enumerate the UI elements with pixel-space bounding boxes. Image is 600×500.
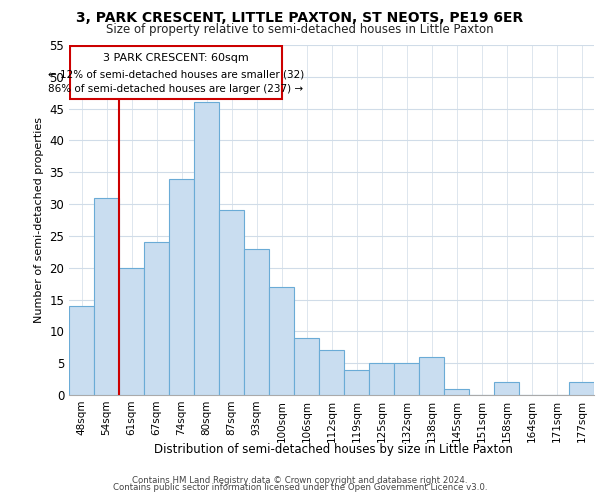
Bar — [219, 210, 244, 395]
Bar — [269, 287, 294, 395]
Bar — [119, 268, 144, 395]
Bar — [69, 306, 94, 395]
Bar — [394, 363, 419, 395]
Bar — [169, 178, 194, 395]
Bar — [494, 382, 519, 395]
Bar — [444, 388, 469, 395]
Bar — [144, 242, 169, 395]
Bar — [94, 198, 119, 395]
Bar — [419, 357, 444, 395]
Text: Contains HM Land Registry data © Crown copyright and database right 2024.: Contains HM Land Registry data © Crown c… — [132, 476, 468, 485]
Text: Size of property relative to semi-detached houses in Little Paxton: Size of property relative to semi-detach… — [106, 22, 494, 36]
Bar — [194, 102, 219, 395]
Bar — [369, 363, 394, 395]
Bar — [70, 46, 281, 99]
Y-axis label: Number of semi-detached properties: Number of semi-detached properties — [34, 117, 44, 323]
Text: 86% of semi-detached houses are larger (237) →: 86% of semi-detached houses are larger (… — [49, 84, 304, 94]
Bar — [344, 370, 369, 395]
Bar — [294, 338, 319, 395]
Text: 3, PARK CRESCENT, LITTLE PAXTON, ST NEOTS, PE19 6ER: 3, PARK CRESCENT, LITTLE PAXTON, ST NEOT… — [76, 11, 524, 25]
Text: 3 PARK CRESCENT: 60sqm: 3 PARK CRESCENT: 60sqm — [103, 52, 249, 62]
Bar — [319, 350, 344, 395]
Bar — [244, 248, 269, 395]
Text: Distribution of semi-detached houses by size in Little Paxton: Distribution of semi-detached houses by … — [154, 442, 512, 456]
Text: ← 12% of semi-detached houses are smaller (32): ← 12% of semi-detached houses are smalle… — [48, 69, 304, 79]
Bar — [569, 382, 594, 395]
Text: Contains public sector information licensed under the Open Government Licence v3: Contains public sector information licen… — [113, 484, 487, 492]
